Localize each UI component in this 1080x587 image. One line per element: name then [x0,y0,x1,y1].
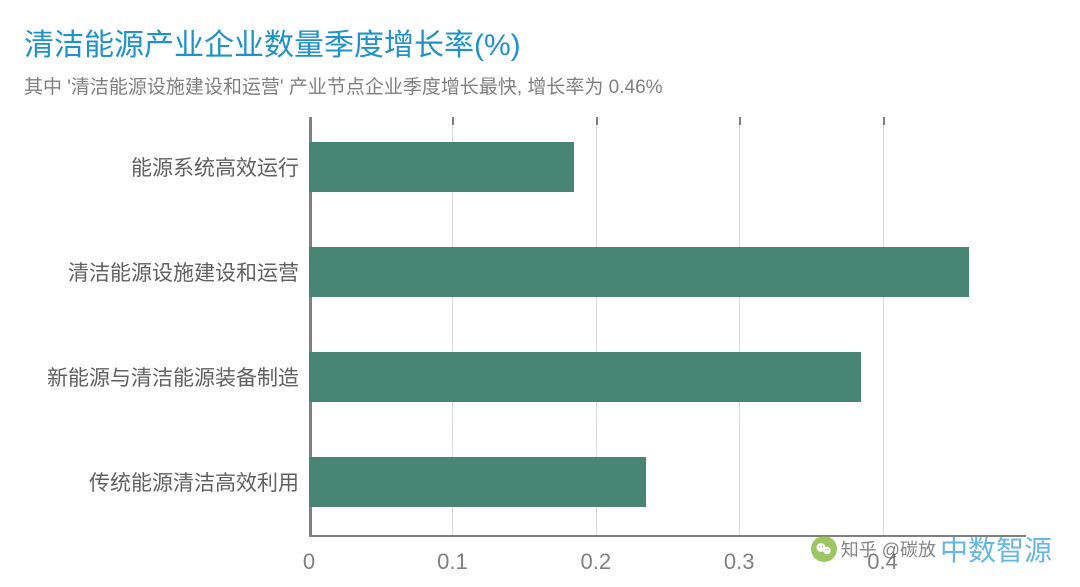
x-tick-line [883,117,885,125]
bar [309,352,861,402]
category-label: 传统能源清洁高效利用 [24,467,299,497]
watermark-overlay-text: 知乎 @碳放 [841,536,936,562]
bar [309,247,969,297]
bar-row [309,352,1026,402]
x-tick-line [596,117,598,125]
category-label: 清洁能源设施建设和运营 [24,257,299,287]
bar-row [309,247,1026,297]
x-tick-label: 0.3 [724,549,755,575]
x-tick-line [452,117,454,125]
watermark-brand-text: 中数智源 [940,529,1052,569]
watermark-group: 知乎 @碳放 中数智源 [811,529,1052,569]
chart-title: 清洁能源产业企业数量季度增长率(%) [24,20,1056,64]
chart-subtitle: 其中 '清洁能源设施建设和运营' 产业节点企业季度增长最快, 增长率为 0.46… [24,72,1056,99]
bar-row [309,457,1026,507]
chart-container: 清洁能源产业企业数量季度增长率(%) 其中 '清洁能源设施建设和运营' 产业节点… [0,0,1080,587]
bar-row [309,142,1026,192]
x-tick-line [739,117,741,125]
wechat-icon [811,536,837,562]
x-tick-label: 0 [303,549,315,575]
category-label: 新能源与清洁能源装备制造 [24,362,299,392]
x-tick-label: 0.2 [581,549,612,575]
chart-area: 00.10.20.30.4 能源系统高效运行清洁能源设施建设和运营新能源与清洁能… [24,117,1056,587]
category-label: 能源系统高效运行 [24,152,299,182]
x-tick-line [309,117,311,125]
x-tick-label: 0.1 [437,549,468,575]
plot-area: 00.10.20.30.4 [309,117,1026,537]
bar [309,457,646,507]
bar [309,142,574,192]
